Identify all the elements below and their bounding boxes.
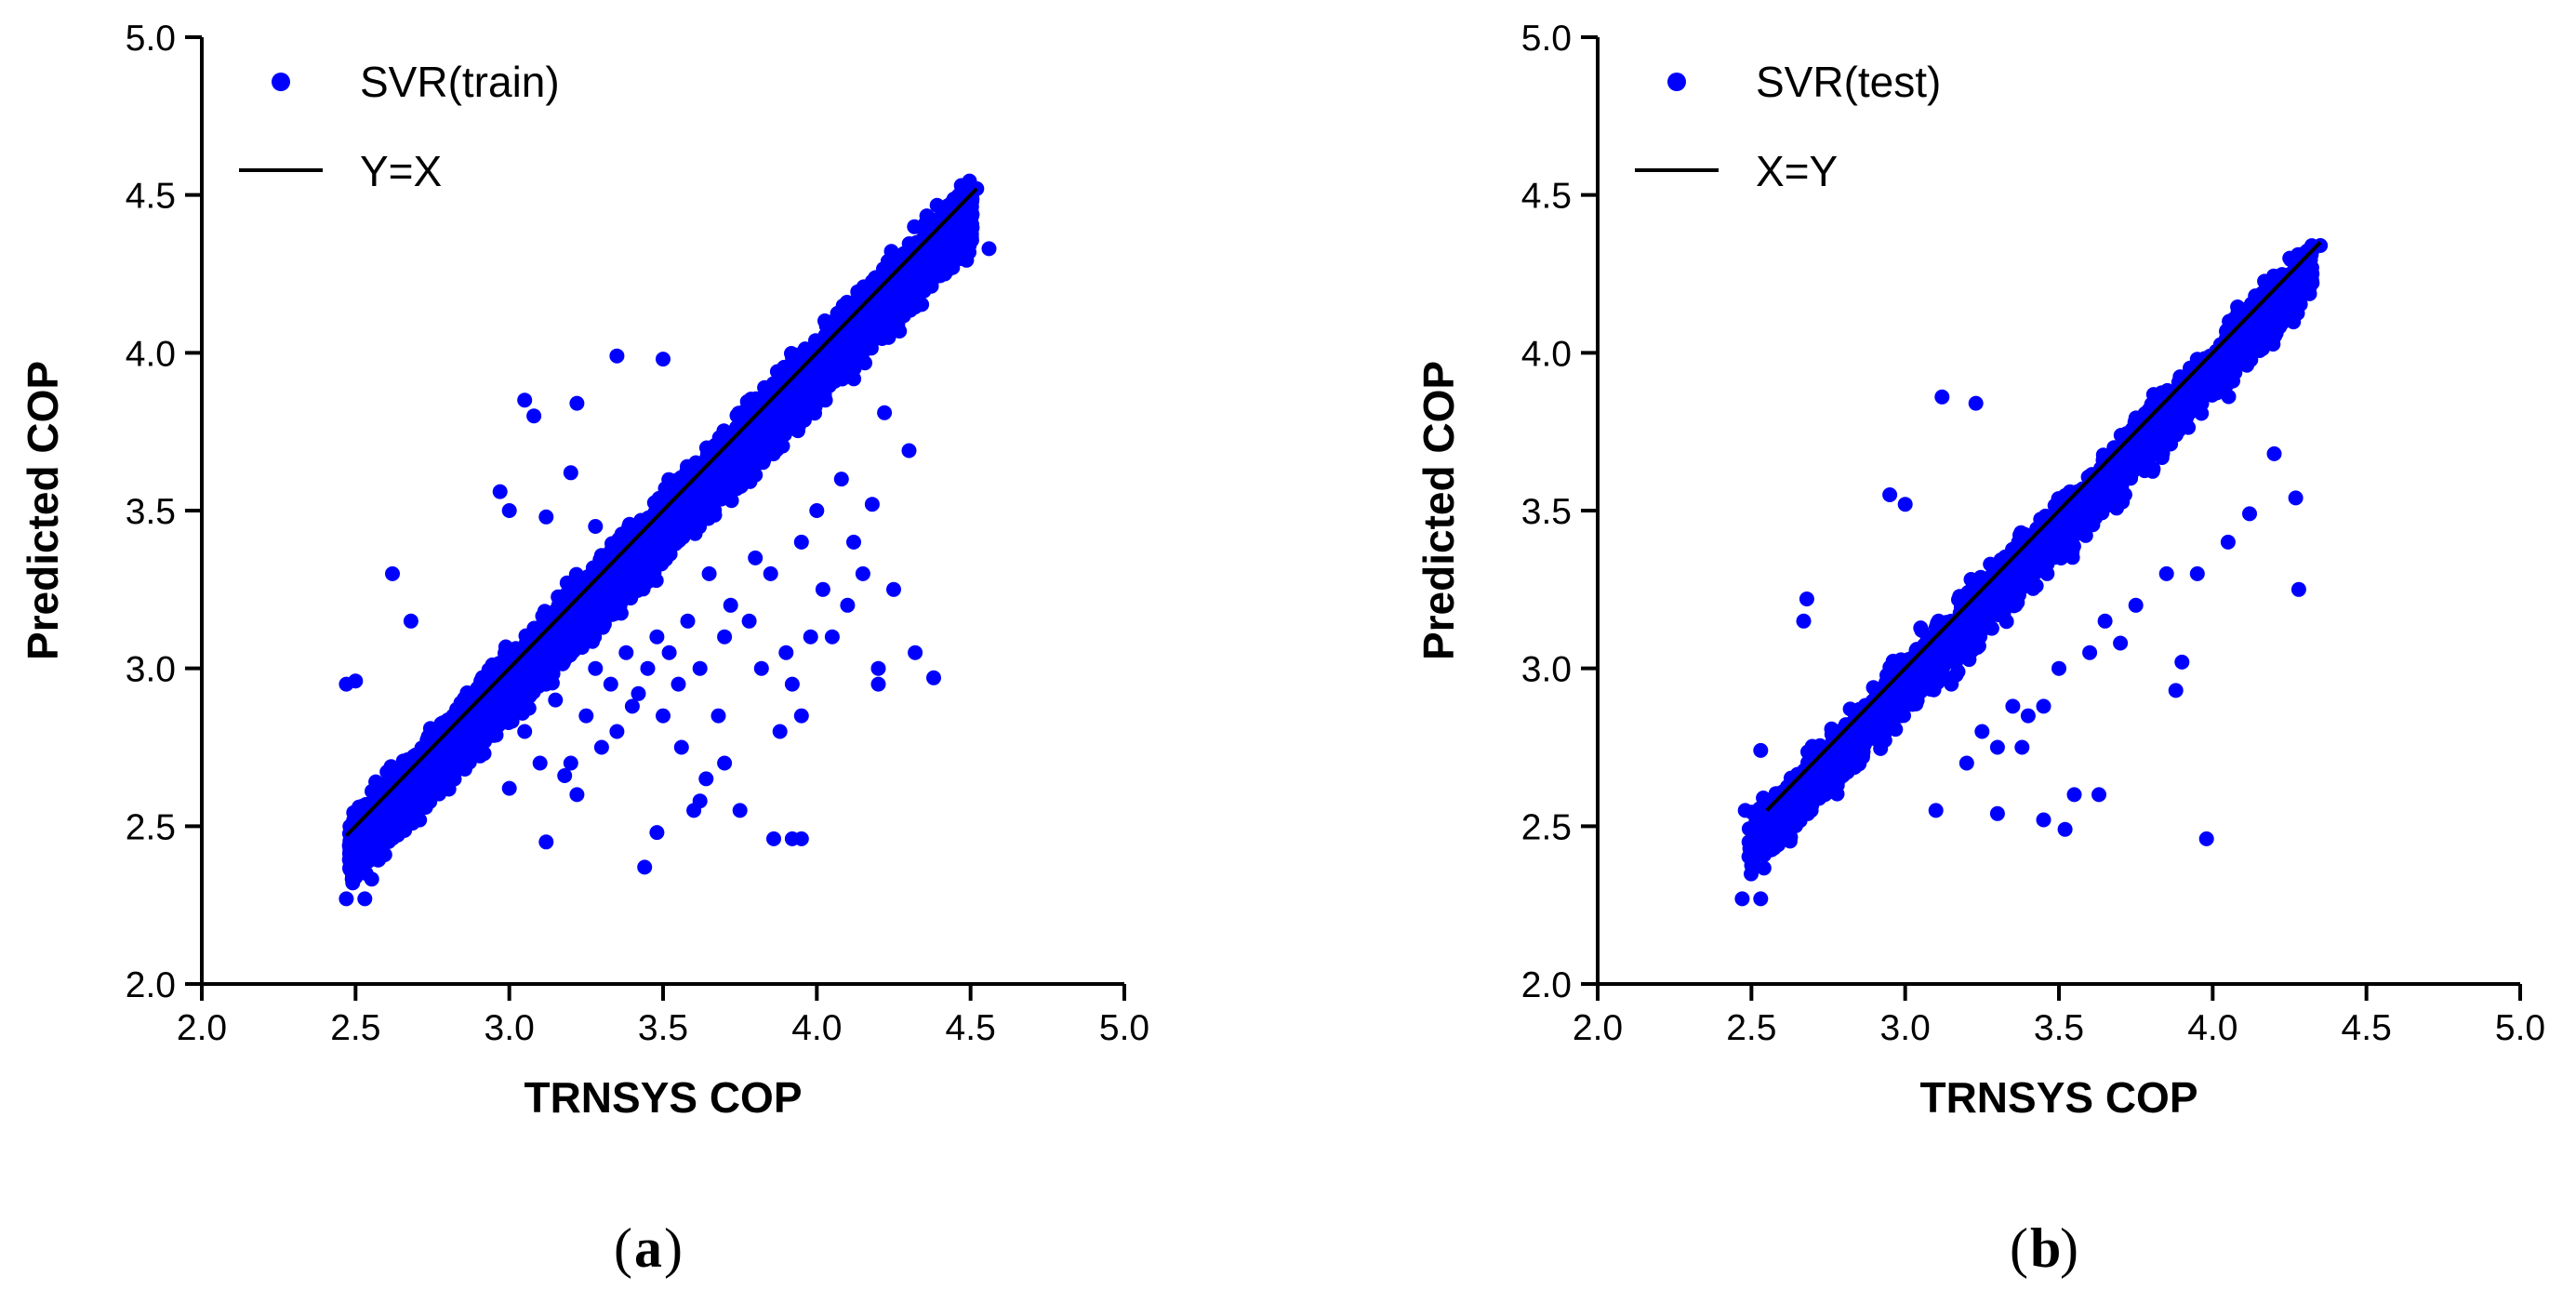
- scatter-point-494: [364, 871, 379, 887]
- plot-area-a: [339, 173, 997, 907]
- chart-panel-a: 2.0 2.5 3.0 3.5 4.0 4.5 5.02.02.53.03.54.04.55…: [19, 19, 1149, 1279]
- scatter-point-3059: [907, 219, 923, 234]
